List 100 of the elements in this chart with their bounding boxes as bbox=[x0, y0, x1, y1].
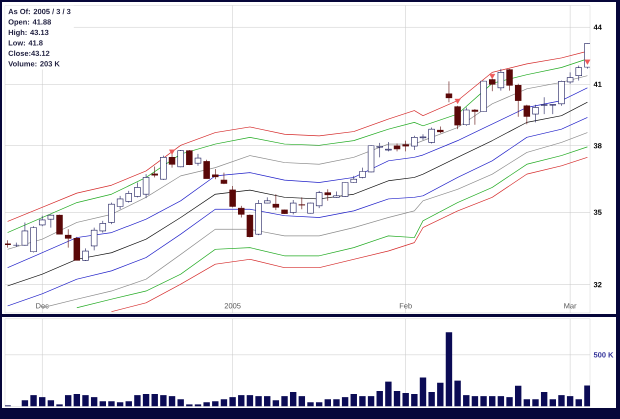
candlestick bbox=[82, 248, 89, 262]
bar bbox=[446, 332, 452, 406]
candlestick bbox=[100, 220, 106, 233]
bar bbox=[489, 396, 496, 406]
bar bbox=[229, 397, 236, 406]
candlestick bbox=[359, 167, 366, 179]
bar bbox=[246, 395, 254, 406]
bar bbox=[463, 395, 470, 406]
bar bbox=[333, 399, 340, 406]
bar bbox=[532, 399, 539, 406]
bar bbox=[576, 399, 582, 406]
candlestick bbox=[246, 214, 254, 238]
bar bbox=[402, 393, 409, 406]
candlestick bbox=[576, 65, 582, 81]
candlestick bbox=[290, 200, 296, 215]
bar bbox=[220, 399, 228, 406]
candlestick bbox=[506, 68, 513, 91]
candlestick bbox=[514, 83, 522, 118]
candlestick bbox=[74, 236, 80, 261]
bar bbox=[420, 378, 426, 406]
bar bbox=[368, 396, 374, 406]
point bbox=[584, 60, 590, 65]
bar bbox=[212, 401, 218, 406]
bar bbox=[39, 397, 46, 406]
bar bbox=[177, 399, 184, 406]
line-series bbox=[7, 102, 588, 286]
candlestick bbox=[142, 174, 150, 198]
candlestick bbox=[333, 191, 340, 198]
candlestick bbox=[550, 104, 556, 114]
bar bbox=[255, 396, 262, 406]
candlestick bbox=[56, 214, 63, 234]
bar bbox=[524, 399, 530, 406]
candlestick bbox=[38, 215, 46, 227]
bar bbox=[428, 392, 435, 406]
candlestick bbox=[229, 186, 236, 208]
candlestick bbox=[402, 140, 409, 152]
candlestick bbox=[48, 214, 54, 228]
candlestick bbox=[298, 197, 306, 210]
candlestick bbox=[463, 107, 470, 126]
candlestick bbox=[203, 159, 210, 179]
bar bbox=[472, 396, 478, 406]
candlestick bbox=[160, 155, 167, 180]
bar bbox=[30, 395, 37, 406]
candlestick bbox=[532, 104, 539, 123]
bar bbox=[142, 394, 150, 406]
candlestick bbox=[90, 227, 98, 251]
bar bbox=[566, 396, 574, 406]
bar bbox=[359, 396, 366, 406]
candlestick bbox=[558, 80, 565, 106]
candlestick bbox=[540, 96, 548, 114]
bar bbox=[160, 395, 167, 406]
bar bbox=[272, 400, 280, 406]
bar bbox=[126, 401, 132, 406]
bar bbox=[342, 397, 348, 406]
bar bbox=[82, 395, 89, 406]
bar bbox=[454, 380, 461, 406]
bar bbox=[350, 394, 357, 406]
bar bbox=[324, 399, 331, 406]
bar bbox=[152, 394, 158, 406]
bar bbox=[74, 394, 80, 406]
bar bbox=[437, 382, 444, 406]
candlestick bbox=[177, 150, 184, 168]
candlestick bbox=[316, 190, 322, 208]
bar bbox=[498, 396, 504, 406]
bar bbox=[48, 400, 54, 406]
bar bbox=[108, 401, 115, 406]
bar bbox=[506, 397, 513, 406]
bar bbox=[376, 390, 383, 406]
bar bbox=[168, 396, 176, 406]
candlestick bbox=[411, 135, 418, 150]
candlestick bbox=[126, 190, 132, 203]
bar bbox=[298, 396, 306, 406]
candlestick bbox=[420, 134, 426, 140]
candlestick bbox=[454, 105, 461, 130]
bar bbox=[238, 395, 244, 406]
candlestick bbox=[151, 166, 158, 178]
bar bbox=[90, 397, 98, 406]
bar bbox=[584, 385, 590, 406]
bar bbox=[22, 400, 28, 406]
bar bbox=[264, 396, 270, 406]
bar bbox=[281, 396, 288, 406]
candlestick bbox=[238, 206, 245, 218]
candlestick bbox=[64, 228, 72, 248]
line-series bbox=[7, 75, 588, 250]
bar bbox=[514, 386, 522, 406]
bar bbox=[290, 392, 296, 406]
point bbox=[169, 150, 175, 155]
candlestick bbox=[498, 68, 504, 91]
bar bbox=[64, 395, 72, 406]
bar bbox=[394, 390, 400, 406]
bar bbox=[411, 394, 418, 406]
candlestick bbox=[472, 108, 478, 126]
candlestick bbox=[446, 81, 452, 103]
candlestick bbox=[385, 142, 392, 152]
candlestick bbox=[22, 222, 28, 246]
candlestick bbox=[566, 72, 574, 84]
candlestick bbox=[108, 202, 115, 224]
candlestick bbox=[342, 182, 348, 198]
bar bbox=[480, 396, 487, 406]
candlestick bbox=[324, 189, 332, 202]
